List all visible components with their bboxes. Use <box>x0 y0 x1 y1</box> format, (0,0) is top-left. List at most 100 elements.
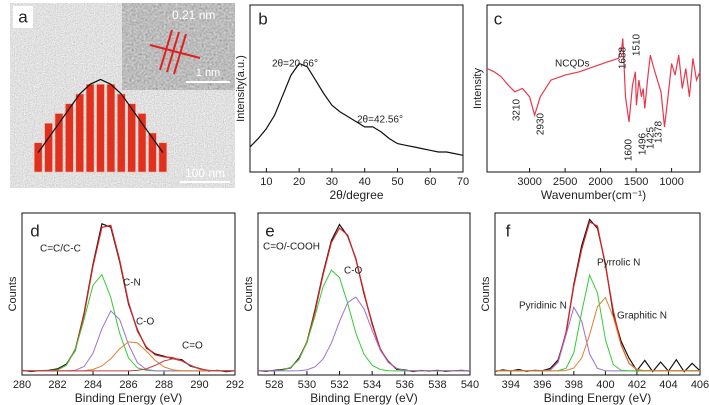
bar <box>44 122 53 173</box>
x-tick-label: 30 <box>326 176 338 188</box>
x-tick-label: 538 <box>428 379 446 391</box>
x-tick-label: 400 <box>596 379 614 391</box>
y-axis-label: Intensity(a.u.) <box>235 55 247 122</box>
peak-label: Pyrrolic N <box>597 258 640 269</box>
peak-label: Graphitic N <box>617 311 667 322</box>
peak-label: C-N <box>123 278 141 289</box>
x-tick-label: 290 <box>190 379 208 391</box>
x-tick-label: 288 <box>155 379 173 391</box>
x-axis-label: Binding Energy (eV) <box>310 391 417 405</box>
panel-label: d <box>30 221 39 240</box>
series-line <box>22 358 235 372</box>
peak-label: C=O <box>182 341 203 352</box>
x-tick-label: 284 <box>84 379 102 391</box>
series-line <box>22 341 235 372</box>
bar <box>96 83 105 173</box>
panel-label: a <box>18 7 28 26</box>
annotation: 1510 <box>632 33 643 56</box>
y-axis-label: Counts <box>480 276 492 311</box>
x-tick-label: 534 <box>363 379 381 391</box>
annotation: 1378 <box>654 120 665 143</box>
x-tick-label: 406 <box>691 379 709 391</box>
x-axis-label: Binding Energy (eV) <box>544 391 651 405</box>
peak-label: Pyridinic N <box>519 301 567 312</box>
series-line <box>495 221 700 372</box>
annotation: 2θ=42.56° <box>357 115 403 126</box>
x-axis-label: Binding Energy (eV) <box>75 391 182 405</box>
plot-frame <box>494 212 701 376</box>
label-bg <box>13 6 33 28</box>
x-tick-label: 2000 <box>588 176 612 188</box>
x-tick-label: 3000 <box>517 176 541 188</box>
annotation: 0.21 nm <box>172 8 215 22</box>
series-line <box>495 273 700 372</box>
fit-curve <box>37 78 164 153</box>
panel-label: b <box>258 9 267 28</box>
x-tick-label: 532 <box>330 379 348 391</box>
bar <box>148 132 157 173</box>
bar <box>158 142 168 173</box>
x-tick-label: 280 <box>13 379 31 391</box>
x-axis-label: 2θ/degree <box>329 188 383 202</box>
lattice-marks <box>149 29 201 75</box>
series-line <box>495 296 700 372</box>
hrtem-inset <box>122 3 235 90</box>
plot-frame <box>249 4 464 173</box>
bar <box>127 103 136 173</box>
annotation: 2θ=20.66° <box>272 59 318 70</box>
x-tick-label: 2500 <box>553 176 577 188</box>
panel-label: c <box>494 9 503 28</box>
annotation: 1600 <box>624 138 635 161</box>
x-tick-label: 60 <box>424 176 436 188</box>
bar <box>54 113 64 173</box>
x-tick-label: 394 <box>502 379 520 391</box>
y-axis-label: Intensity <box>472 68 484 109</box>
plot-frame <box>257 212 471 376</box>
peak-label: C-O <box>344 266 363 277</box>
x-tick-label: 20 <box>293 176 305 188</box>
series-line <box>22 273 235 372</box>
peak-label: C=O/-COOH <box>263 242 320 253</box>
x-tick-label: 398 <box>565 379 583 391</box>
annotation: 1688 <box>618 46 629 69</box>
x-tick-label: 286 <box>119 379 137 391</box>
annotation: 1496 <box>638 132 649 155</box>
x-tick-label: 10 <box>260 176 272 188</box>
annotation: 3210 <box>512 98 523 121</box>
series-line <box>258 269 470 372</box>
annotation: 1 nm <box>196 67 220 79</box>
y-axis-label: Counts <box>7 276 19 311</box>
x-tick-label: 528 <box>265 379 283 391</box>
x-tick-label: 1000 <box>659 176 683 188</box>
x-tick-label: 292 <box>226 379 244 391</box>
peak-label: C=C/C-C <box>40 244 81 255</box>
series-line <box>486 38 701 127</box>
x-tick-label: 540 <box>461 379 479 391</box>
x-tick-label: 40 <box>359 176 371 188</box>
x-tick-label: 50 <box>391 176 403 188</box>
annotation: 2930 <box>536 112 547 135</box>
series-line <box>495 305 700 372</box>
annotation: 1425 <box>646 126 657 149</box>
bar <box>33 142 43 173</box>
plot-frame <box>21 212 236 376</box>
bar <box>75 93 84 173</box>
bar <box>106 83 116 173</box>
x-tick-label: 530 <box>298 379 316 391</box>
y-axis-label: Counts <box>243 276 255 311</box>
bar <box>117 93 126 173</box>
bar <box>65 103 74 173</box>
x-tick-label: 404 <box>659 379 677 391</box>
x-tick-label: 1500 <box>624 176 648 188</box>
peak-label: C-O <box>136 317 155 328</box>
annotation: 100 nm <box>185 166 225 180</box>
series-line <box>249 62 464 156</box>
x-tick-label: 402 <box>628 379 646 391</box>
x-tick-label: 396 <box>533 379 551 391</box>
panel-label: f <box>506 221 511 240</box>
plot-frame <box>486 4 701 173</box>
bar <box>85 83 95 173</box>
series-line <box>258 296 470 372</box>
bar <box>137 113 147 173</box>
